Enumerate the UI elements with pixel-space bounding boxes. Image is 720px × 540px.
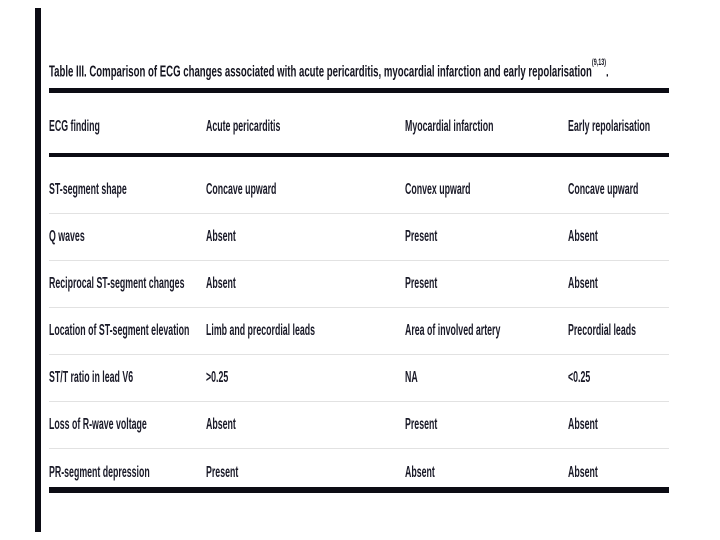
table-cell-text: Area of involved artery bbox=[405, 322, 501, 339]
table-row: Loss of R-wave voltage Absent Present Absen… bbox=[49, 402, 669, 449]
table-cell-text: Absent bbox=[568, 416, 598, 433]
table-row: Q waves Absent Present Absent bbox=[49, 214, 669, 261]
table-cell-text: Absent bbox=[206, 416, 236, 433]
column-header: Early repolarisation bbox=[568, 118, 717, 136]
table-cell: Reciprocal ST-segment changes bbox=[49, 275, 206, 293]
table-row: ST-segment shape Concave upward Convex upw… bbox=[49, 167, 669, 214]
table-cell: Convex upward bbox=[405, 181, 568, 199]
table-cell-text: PR-segment depression bbox=[49, 463, 150, 481]
table-cell-text: Absent bbox=[568, 463, 598, 481]
table-cell: Absent bbox=[568, 464, 669, 482]
column-header-label: Acute pericarditis bbox=[206, 117, 281, 135]
table-cell: Absent bbox=[206, 275, 405, 293]
table-title-citation: (9,13) bbox=[591, 57, 607, 67]
table-cell-text: Present bbox=[206, 463, 239, 481]
table-cell: Present bbox=[206, 464, 405, 482]
table-cell-text: Absent bbox=[206, 228, 236, 245]
table-body: ST-segment shape Concave upward Convex upw… bbox=[49, 167, 669, 496]
table-cell-text: Limb and precordial leads bbox=[206, 322, 316, 339]
table-cell: Location of ST-segment elevation bbox=[49, 322, 206, 340]
table-title-line: Table III. Comparison of ECG changes ass… bbox=[49, 57, 609, 82]
table-cell-text: Concave upward bbox=[568, 181, 639, 198]
column-header-label: Myocardial infarction bbox=[405, 117, 494, 135]
bottom-rule-divider bbox=[49, 487, 669, 493]
table-cell: Present bbox=[405, 228, 568, 246]
table-title-text: Table III. Comparison of ECG changes ass… bbox=[49, 63, 592, 81]
header-rule-divider bbox=[49, 153, 669, 157]
column-header: ECG finding bbox=[49, 118, 206, 136]
table-row: ST/T ratio in lead V6 >0.25 NA <0.25 bbox=[49, 355, 669, 402]
table-cell: Precordial leads bbox=[568, 322, 692, 340]
table-cell: Concave upward bbox=[206, 181, 405, 199]
table-cell: Concave upward bbox=[568, 181, 696, 199]
table-cell-text: Precordial leads bbox=[568, 322, 636, 339]
table-cell: <0.25 bbox=[568, 369, 669, 387]
table-cell: Absent bbox=[568, 228, 669, 246]
table-cell: Absent bbox=[206, 228, 405, 246]
table-header-row: ECG finding Acute pericarditis Myocardial … bbox=[49, 94, 669, 153]
column-header: Myocardial infarction bbox=[405, 118, 568, 136]
table-cell: PR-segment depression bbox=[49, 464, 206, 482]
table-cell-text: Absent bbox=[206, 275, 236, 292]
table-cell: Absent bbox=[568, 416, 669, 434]
table-cell-text: Concave upward bbox=[206, 181, 277, 198]
table-cell: Absent bbox=[206, 416, 405, 434]
table-cell: NA bbox=[405, 369, 568, 387]
table-cell: ST/T ratio in lead V6 bbox=[49, 369, 206, 387]
table-cell-text: ST-segment shape bbox=[49, 181, 127, 198]
table-cell-text: Present bbox=[405, 416, 438, 433]
table-cell: Loss of R-wave voltage bbox=[49, 416, 206, 434]
table-cell: Present bbox=[405, 275, 568, 293]
table-cell-text: <0.25 bbox=[568, 369, 591, 386]
table-cell-text: Absent bbox=[568, 228, 598, 245]
table-cell-text: Q waves bbox=[49, 228, 85, 245]
top-rule-divider bbox=[49, 88, 669, 93]
table-cell-text: ST/T ratio in lead V6 bbox=[49, 369, 134, 386]
table-cell: Absent bbox=[568, 275, 669, 293]
table-cell-text: Location of ST-segment elevation bbox=[49, 322, 190, 339]
table-cell-text: >0.25 bbox=[206, 369, 229, 386]
table-row: Reciprocal ST-segment changes Absent Prese… bbox=[49, 261, 669, 308]
table-cell: >0.25 bbox=[206, 369, 405, 387]
table-cell: Area of involved artery bbox=[405, 322, 568, 340]
table-cell: Present bbox=[405, 416, 568, 434]
table-title-period: . bbox=[606, 63, 609, 81]
table-cell: Absent bbox=[405, 464, 568, 482]
table-row: Location of ST-segment elevation Limb and… bbox=[49, 308, 669, 355]
table-cell-text: NA bbox=[405, 369, 418, 386]
table-cell-text: Reciprocal ST-segment changes bbox=[49, 275, 185, 292]
column-header-label: ECG finding bbox=[49, 117, 100, 135]
table-title: Table III. Comparison of ECG changes ass… bbox=[49, 57, 709, 82]
table-cell-text: Loss of R-wave voltage bbox=[49, 416, 147, 433]
table-cell-text: Present bbox=[405, 275, 438, 292]
slide-frame-bar bbox=[35, 8, 41, 532]
column-header: Acute pericarditis bbox=[206, 118, 405, 136]
table-cell: Limb and precordial leads bbox=[206, 322, 405, 340]
table-cell: ST-segment shape bbox=[49, 181, 206, 199]
table-cell-text: Absent bbox=[568, 275, 598, 292]
table-row: PR-segment depression Present Absent Absent bbox=[49, 449, 669, 496]
column-header-label: Early repolarisation bbox=[568, 117, 651, 135]
table-cell-text: Present bbox=[405, 228, 438, 245]
table-cell: Q waves bbox=[49, 228, 206, 246]
table-cell-text: Convex upward bbox=[405, 181, 471, 198]
table-cell-text: Absent bbox=[405, 463, 435, 481]
